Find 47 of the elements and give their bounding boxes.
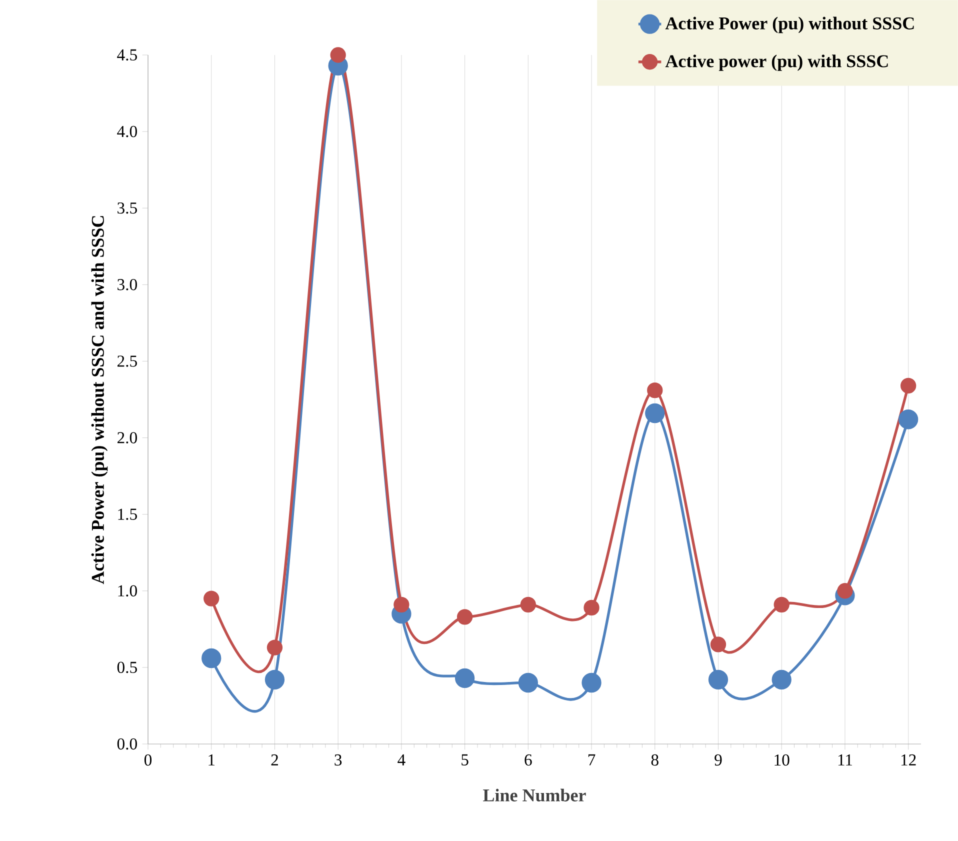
x-axis-title: Line Number bbox=[483, 788, 586, 802]
y-tick-label: 1.5 bbox=[118, 508, 137, 520]
point bbox=[582, 672, 602, 693]
point bbox=[264, 670, 285, 690]
point bbox=[266, 640, 283, 656]
x-tick-label: 2 bbox=[271, 754, 278, 766]
point bbox=[518, 672, 538, 693]
point bbox=[708, 670, 728, 690]
point bbox=[772, 670, 792, 690]
x-tick-label: 8 bbox=[651, 754, 658, 766]
legend-label: Active power (pu) with SSSC bbox=[665, 54, 888, 71]
x-tick-label: 10 bbox=[774, 754, 790, 766]
y-tick-label: 0.5 bbox=[117, 662, 137, 674]
x-tick-label: 6 bbox=[524, 754, 532, 766]
y-tick-label: 2.0 bbox=[118, 432, 137, 444]
point bbox=[710, 636, 726, 652]
point bbox=[645, 403, 665, 424]
x-tick-label: 9 bbox=[714, 754, 722, 766]
point bbox=[900, 378, 916, 394]
y-tick-label: 3.5 bbox=[118, 202, 137, 214]
point bbox=[520, 596, 536, 612]
x-tick-label: 7 bbox=[588, 754, 596, 766]
point bbox=[584, 600, 600, 616]
point bbox=[456, 609, 473, 625]
x-tick-label: 4 bbox=[398, 754, 406, 766]
x-tick-label: 3 bbox=[334, 754, 342, 766]
y-axis-title: Active Power (pu) without SSSC and with SSSC bbox=[91, 216, 108, 584]
y-tick-label: 1.0 bbox=[118, 585, 137, 597]
y-tick-label: 2.5 bbox=[118, 356, 137, 367]
x-tick-label: 12 bbox=[901, 754, 916, 766]
point bbox=[204, 590, 220, 606]
legend-label: Active Power (pu) without SSSC bbox=[665, 16, 914, 34]
y-tick-label: 4.5 bbox=[117, 49, 137, 61]
y-tick-label: 4.0 bbox=[117, 126, 137, 138]
x-tick-label: 0 bbox=[144, 754, 152, 766]
point bbox=[330, 47, 346, 63]
point bbox=[647, 382, 663, 398]
y-tick-label: 3.0 bbox=[118, 278, 137, 290]
x-tick-label: 11 bbox=[838, 754, 852, 766]
point bbox=[774, 596, 790, 612]
point bbox=[202, 648, 222, 668]
x-tick-label: 5 bbox=[462, 754, 468, 766]
x-tick-label: 1 bbox=[208, 754, 215, 766]
point bbox=[454, 668, 475, 688]
point bbox=[394, 596, 410, 612]
point bbox=[898, 410, 918, 430]
y-tick-label: 0.0 bbox=[117, 738, 137, 750]
